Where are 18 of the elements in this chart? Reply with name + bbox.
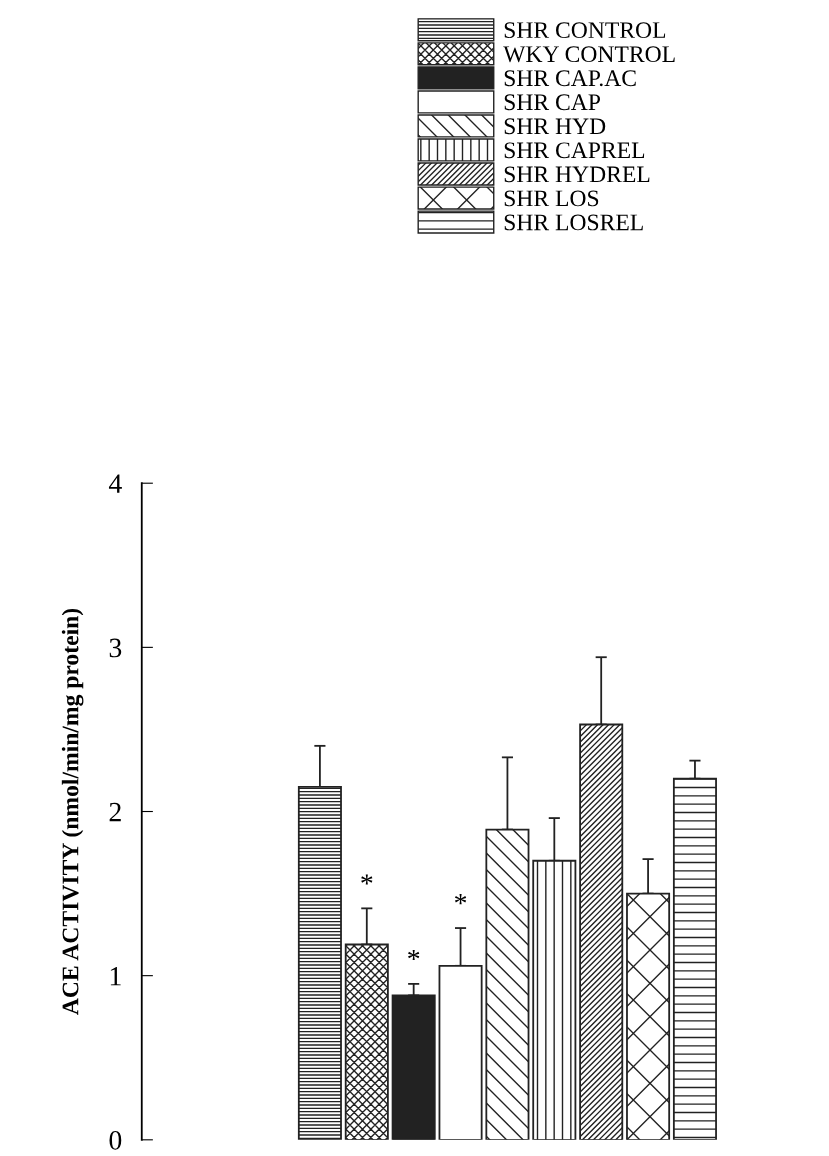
legend-label: SHR HYDREL: [504, 166, 650, 183]
y-tick-label: 2: [109, 802, 121, 822]
y-tick-label: 3: [109, 638, 122, 658]
y-tick-label: 4: [108, 474, 122, 493]
legend-label: SHR LOS: [504, 190, 599, 207]
data-label: *: [454, 894, 467, 905]
legend-label: SHR HYD: [504, 118, 606, 135]
y-tick-label: 1: [110, 966, 121, 986]
data-label: *: [408, 949, 420, 961]
legend-label: SHR CAPREL: [504, 142, 645, 159]
data-label: *: [361, 874, 373, 885]
y-tick-label: 0: [109, 1130, 122, 1150]
legend-label: SHR CAP: [504, 94, 601, 111]
legend-label: SHR CAP.AC: [504, 70, 636, 87]
y-axis-title: ACE ACTIVITY (nmol/min/mg protein): [61, 608, 84, 1015]
legend-label: SHR LOSREL: [504, 214, 643, 231]
legend-label: SHR CONTROL: [504, 22, 666, 39]
legend-label: WKY CONTROL: [503, 46, 675, 63]
